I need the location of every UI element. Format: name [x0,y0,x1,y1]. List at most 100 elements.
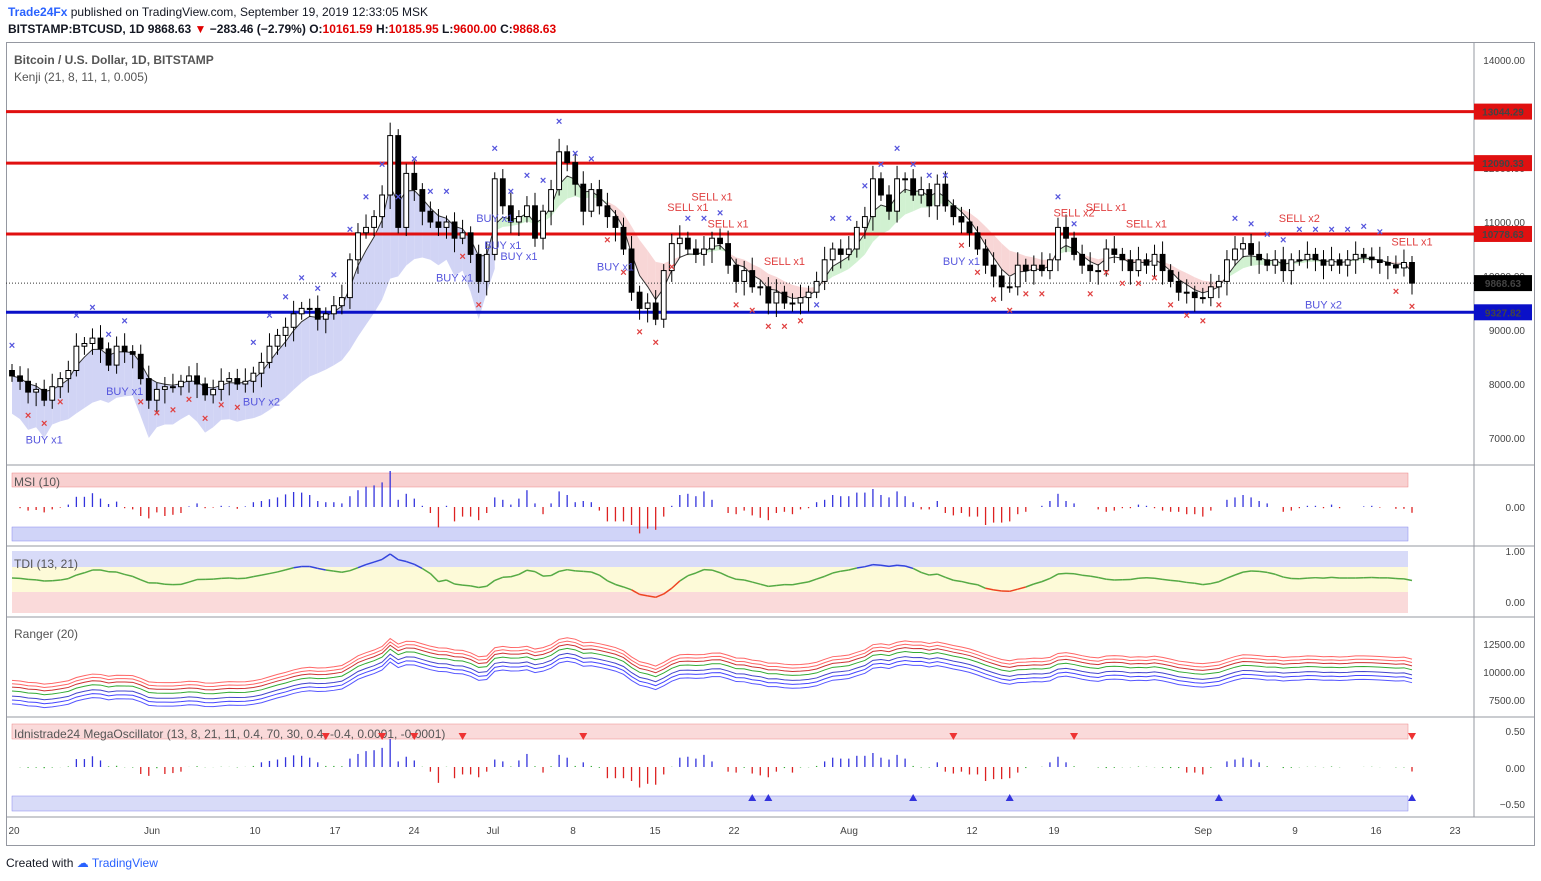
buy-marker: × [1071,218,1077,230]
kenji-cloud [12,375,21,420]
tdi-line [526,569,536,573]
ohlc-low-label: L: [442,22,454,36]
tdi-line [317,567,326,571]
buy-signal-label: BUY x1 [597,262,634,274]
candle-body [1280,259,1287,272]
candle-body [1071,237,1077,255]
candle-body [1328,259,1335,266]
sell-marker: × [234,402,240,414]
candle-body [1006,286,1013,289]
buy-marker: × [492,143,498,155]
candle-body [1095,270,1102,273]
tdi-line [1242,570,1252,573]
tdi-line [1259,570,1268,574]
sell-marker: × [459,251,465,263]
sell-marker: × [620,267,626,279]
candle-body [9,370,15,377]
tdi-line [293,565,302,569]
candle-body [692,248,699,255]
candle-body [65,370,72,380]
kenji-cloud [205,387,214,433]
tdi-line [743,579,753,583]
tdi-line [558,568,568,573]
kenji-cloud [639,239,648,287]
sell-marker: × [1039,289,1045,301]
buy-marker: × [1377,227,1383,239]
candle-body [1336,259,1343,266]
footer-tradingview[interactable]: TradingView [91,856,158,870]
ranger-band-line [11,640,1413,688]
candle-body [1256,253,1263,261]
sell-marker: × [1006,305,1012,317]
mega-tick: 0.00 [1506,764,1526,775]
kenji-cloud [1234,256,1244,274]
candle-body [1119,253,1126,261]
tdi-line [1202,582,1211,586]
publish-info: published on TradingView.com, September … [70,5,429,19]
tdi-line [454,583,463,586]
candle-body [1135,259,1142,272]
candle-body [821,259,828,282]
tdi-line [1283,576,1292,580]
mega-tick: 0.50 [1506,727,1526,738]
buy-marker: × [926,170,932,182]
buy-marker: × [556,116,562,128]
candle-body [596,189,603,207]
buy-marker: × [427,186,433,198]
msi-tick: 0.00 [1506,503,1526,514]
candle-body [411,172,418,191]
candle-body [1199,297,1206,300]
candle-body [322,313,329,320]
tdi-line [389,553,399,561]
tdi-line [325,569,334,572]
mega-peak-marker [378,733,387,740]
mega-trough-marker [1005,794,1014,801]
candle-body [660,270,667,320]
tdi-line [156,582,165,585]
x-tick-label: 9 [1292,826,1298,837]
tdi-line [60,577,69,581]
tdi-line [993,589,1002,592]
x-tick-label: Sep [1194,826,1212,837]
tdi-line [1009,588,1018,593]
x-tick-label: 24 [408,826,420,837]
x-tick-label: Aug [840,826,858,837]
tdi-line [349,567,359,572]
symbol-name: BITSTAMP:BTCUSD, 1D [8,22,145,36]
buy-marker: × [121,316,127,328]
sell-marker: × [1135,278,1141,290]
candle-body [451,221,458,239]
candle-body [1063,226,1069,239]
candle-body [499,178,506,207]
kenji-cloud [325,311,334,370]
kenji-cloud [60,379,69,422]
tdi-line [961,580,970,585]
tdi-line [985,587,994,591]
kenji-cloud [615,205,624,228]
buy-marker: × [1264,229,1270,241]
sell-marker: × [1183,310,1189,322]
candle-body [612,216,619,228]
candle-body [1143,259,1150,266]
buy-marker: × [298,272,304,284]
kenji-cloud [253,372,262,419]
tdi-line [100,569,109,573]
candle-body [298,307,305,315]
candle-body [556,151,563,191]
symbol-line: BITSTAMP:BTCUSD, 1D 9868.63 ▼ −283.46 (−… [8,22,556,36]
tdi-line [277,569,286,573]
ranger-tick: 12500.00 [1483,640,1525,651]
brand-link[interactable]: Trade24Fx [8,5,68,19]
candle-body [540,210,546,239]
sell-marker: × [974,267,980,279]
tdi-line [470,585,479,589]
tdi-line [920,571,930,576]
tradingview-logo-icon[interactable]: ☁ [76,856,89,870]
candle-body [403,172,410,228]
tdi-line [752,581,761,585]
tdi-line [969,582,978,586]
mega-trough-marker [748,794,757,801]
tdi-line [896,564,906,567]
sell-marker: × [1200,316,1206,328]
